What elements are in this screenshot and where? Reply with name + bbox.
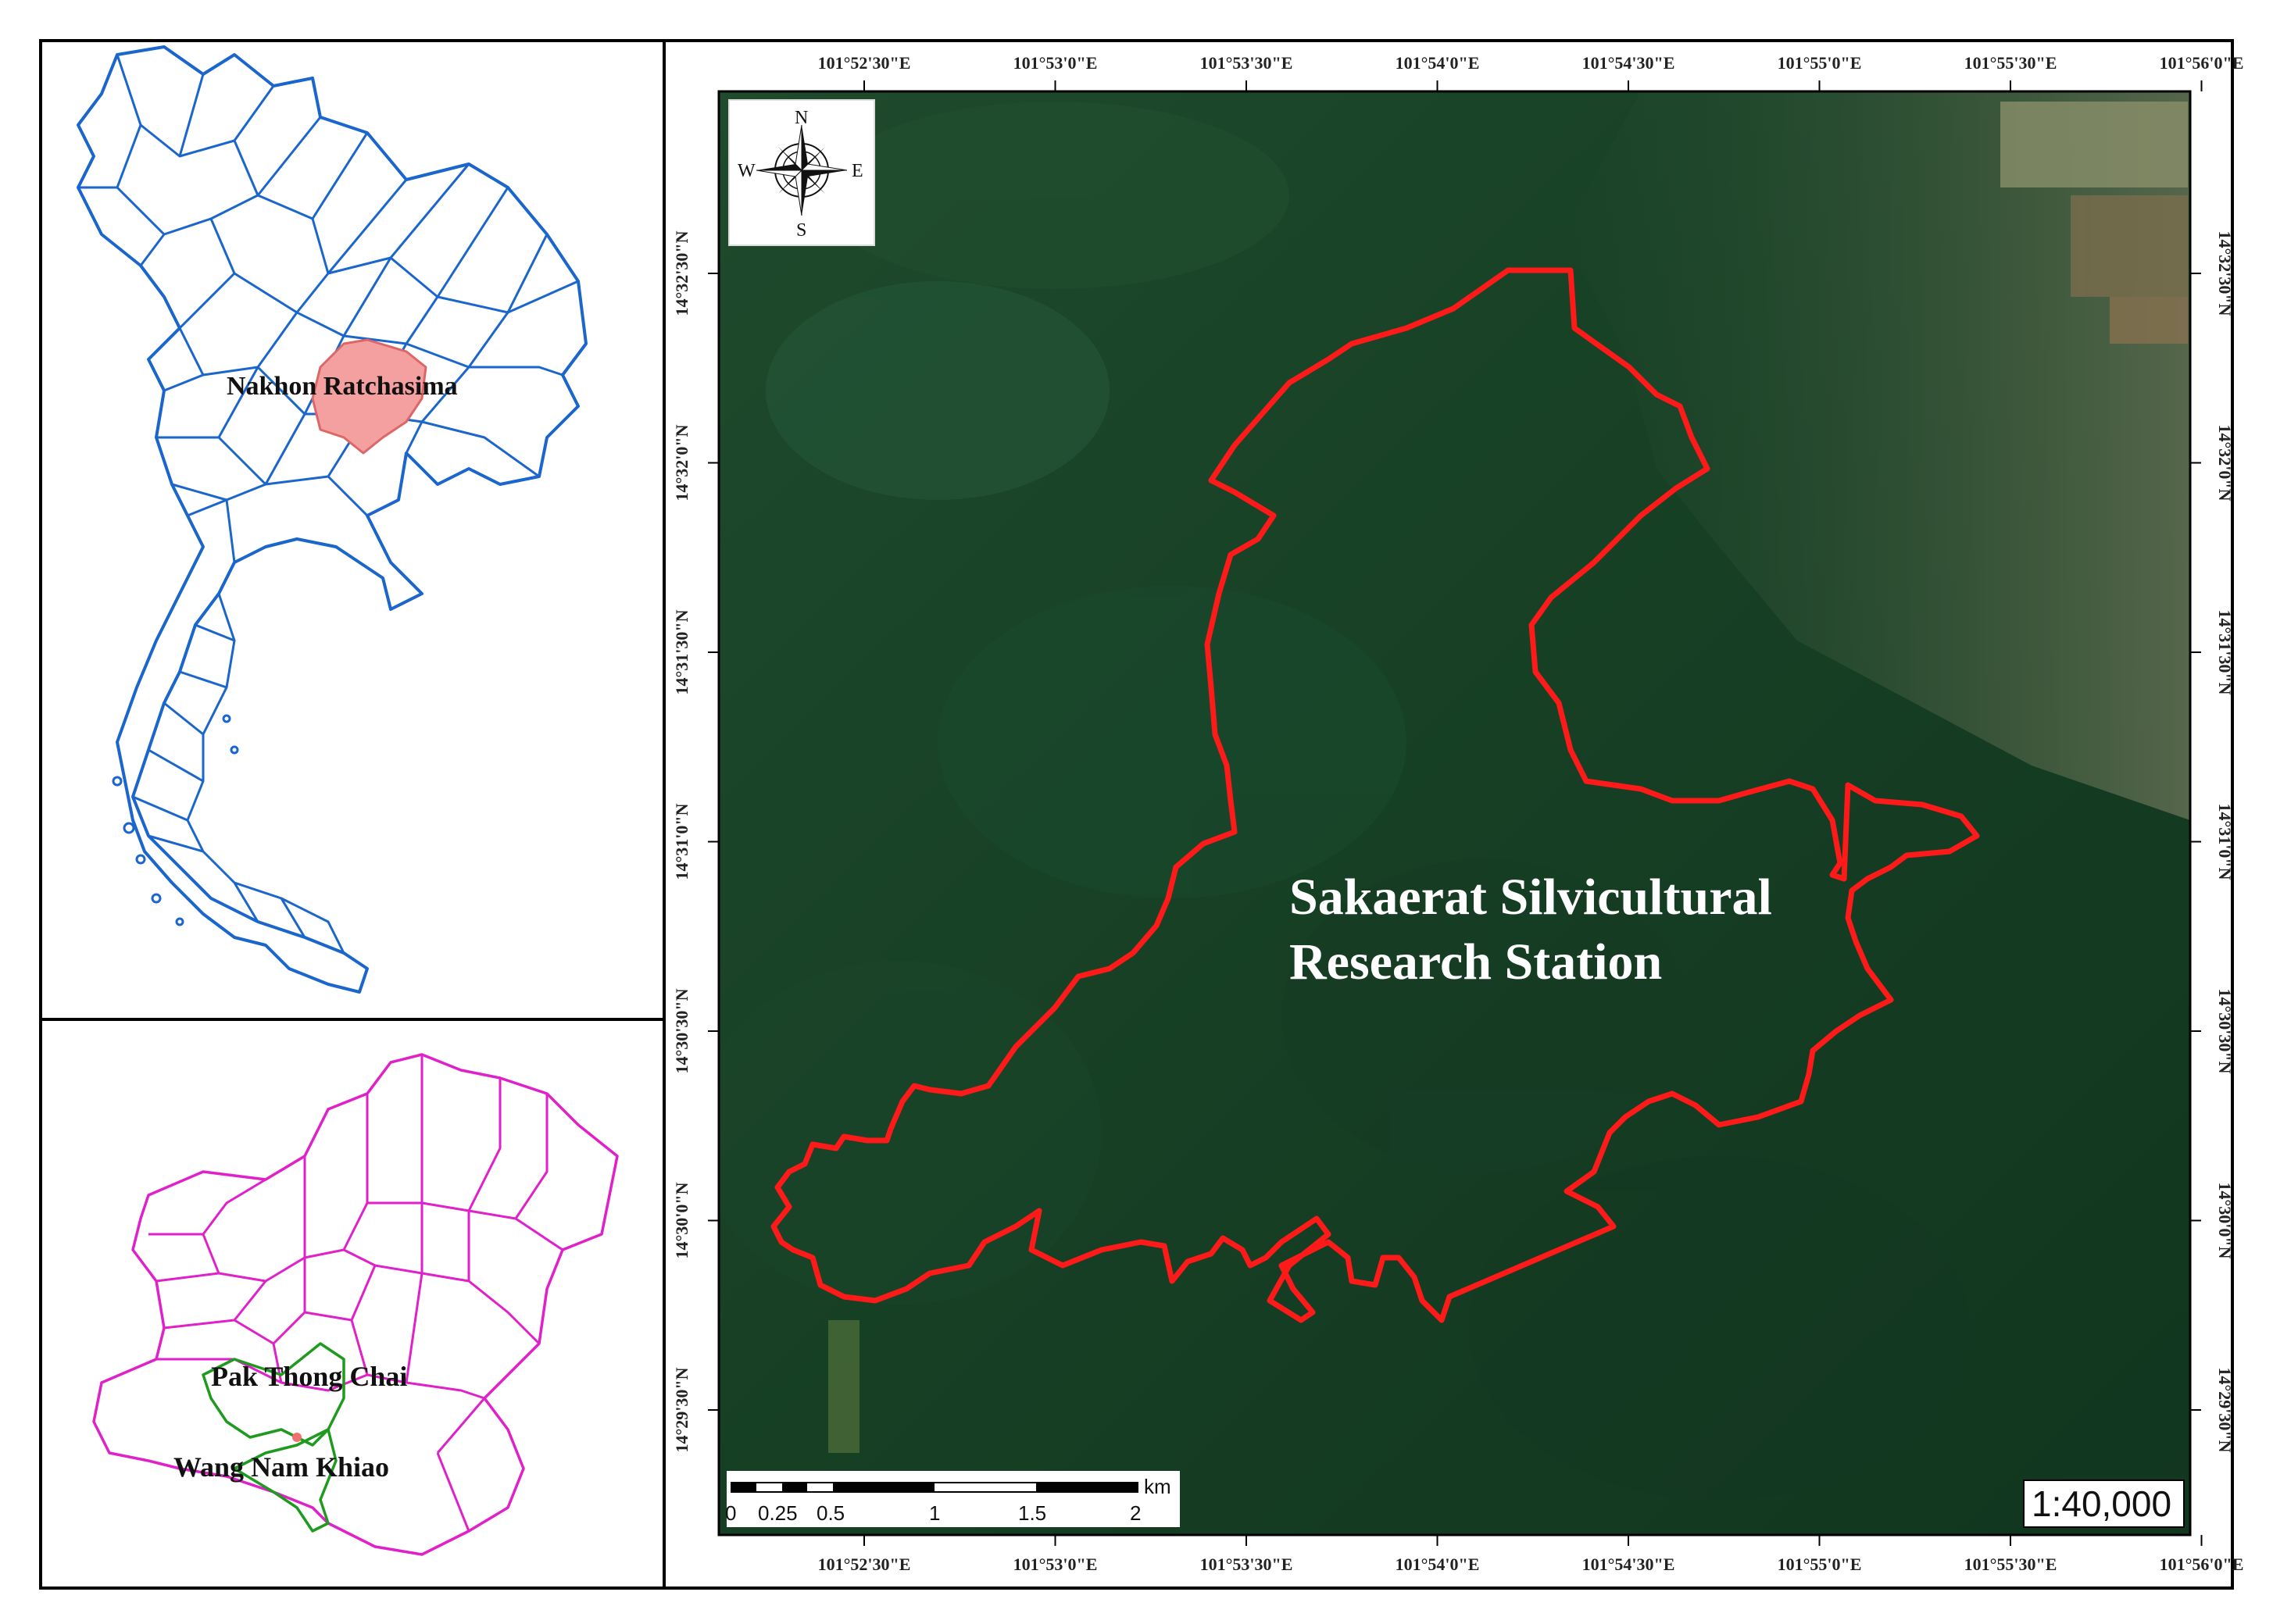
lat-label-right-4: 14°30'30"N (2215, 988, 2235, 1073)
province-inset-frame (39, 1018, 666, 1590)
forest-texture (719, 102, 1969, 1500)
wang-nam-khiao-district (233, 1428, 338, 1533)
wang-nam-khiao-label: Wang Nam Khiao (173, 1451, 389, 1483)
lon-label-top-3: 101°54'0"E (1396, 53, 1480, 73)
lon-label-top-6: 101°55'30"E (1964, 53, 2057, 73)
nakhon-ratchasima-highlight (311, 338, 427, 455)
lat-label-right-0: 14°32'30"N (2215, 230, 2235, 316)
pak-thong-chai-label: Pak Thong Chai (211, 1361, 407, 1392)
lon-label-top-2: 101°53'30"E (1200, 53, 1293, 73)
scale-ratio-box: 1:40,000 (2023, 1479, 2185, 1528)
thailand-outline (77, 45, 588, 994)
lat-label-right-3: 14°31'0"N (2215, 803, 2235, 880)
province-outline (92, 1053, 619, 1556)
lat-label-right-1: 14°32'0"N (2215, 424, 2235, 501)
lon-label-top-1: 101°53'0"E (1013, 53, 1098, 73)
lon-label-bottom-1: 101°53'0"E (1013, 1554, 1098, 1574)
scale-label-0: 0 (725, 1501, 736, 1525)
open-field-patches (828, 102, 2188, 1453)
lon-label-bottom-0: 101°52'30"E (818, 1554, 911, 1574)
province-boundaries (78, 54, 579, 954)
lat-label-left-3: 14°31'0"N (672, 803, 692, 880)
compass-w: W (738, 161, 756, 181)
site-label-line1: Sakaerat Silvicultural (1289, 869, 1772, 926)
graticule: 101°52'30"E 101°52'30"E 101°53'0"E 101°53'0… (672, 53, 2243, 1574)
lon-label-top-4: 101°54'30"E (1582, 53, 1675, 73)
scale-label-1: 0.25 (758, 1501, 798, 1525)
compass-s: S (796, 220, 806, 241)
lon-label-bottom-4: 101°54'30"E (1582, 1554, 1675, 1574)
lat-label-left-2: 14°31'30"N (672, 609, 692, 694)
compass-n: N (795, 108, 808, 128)
lat-label-left-0: 14°32'30"N (672, 230, 692, 316)
lon-label-top-5: 101°55'0"E (1778, 53, 1862, 73)
lon-label-top-7: 101°56'0"E (2160, 53, 2244, 73)
nakhon-ratchasima-label: Nakhon Ratchasima (227, 372, 458, 401)
lat-label-right-5: 14°30'0"N (2215, 1182, 2235, 1258)
scale-bar: km 0 0.25 0.5 1 1.5 2 (725, 1471, 1180, 1527)
scale-label-5: 2 (1130, 1501, 1141, 1525)
compass-e: E (852, 161, 863, 181)
lat-label-left-1: 14°32'0"N (672, 424, 692, 501)
lon-label-bottom-2: 101°53'30"E (1200, 1554, 1293, 1574)
site-boundary (770, 267, 1980, 1323)
lat-label-right-6: 14°29'30"N (2215, 1367, 2235, 1452)
north-arrow: N S E W (728, 99, 875, 246)
map-neatline (717, 90, 2192, 1537)
islands (112, 714, 239, 926)
lat-label-left-4: 14°30'30"N (672, 988, 692, 1073)
nakhon-ratchasima-district-map (92, 1053, 619, 1556)
thailand-map (77, 45, 588, 994)
lat-label-right-2: 14°31'30"N (2215, 609, 2235, 694)
site-marker (292, 1433, 302, 1442)
site-label-line2: Research Station (1289, 933, 1662, 990)
scale-label-4: 1.5 (1018, 1501, 1046, 1525)
lon-label-bottom-7: 101°56'0"E (2160, 1554, 2244, 1574)
lon-label-bottom-3: 101°54'0"E (1396, 1554, 1480, 1574)
country-inset-frame (39, 39, 666, 1021)
lon-label-bottom-5: 101°55'0"E (1778, 1554, 1862, 1574)
scale-ratio: 1:40,000 (2032, 1483, 2171, 1524)
lon-label-top-0: 101°52'30"E (818, 53, 911, 73)
degraded-forest-area (1563, 91, 2190, 820)
scale-unit: km (1144, 1475, 1171, 1498)
scale-label-3: 1 (929, 1501, 940, 1525)
lat-label-left-5: 14°30'0"N (672, 1182, 692, 1258)
scale-label-2: 0.5 (817, 1501, 845, 1525)
lon-label-bottom-6: 101°55'30"E (1964, 1554, 2057, 1574)
lat-label-left-6: 14°29'30"N (672, 1367, 692, 1452)
